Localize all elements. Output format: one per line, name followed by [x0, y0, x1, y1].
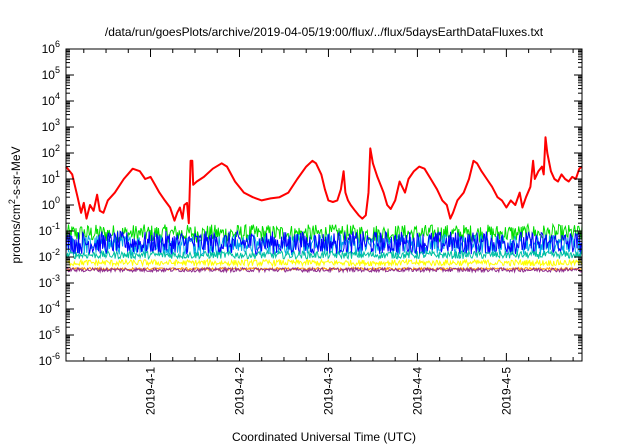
x-tick-label: 2019-4-1	[144, 367, 158, 415]
y-tick-exponent: 3	[55, 117, 60, 127]
y-tick-base: 10	[42, 172, 56, 186]
data-series-layer	[65, 136, 583, 274]
y-tick-label-group: 10-3	[39, 273, 60, 290]
y-tick-base: 10	[42, 120, 56, 134]
y-tick-base: 10	[42, 94, 56, 108]
y-tick-label-group: 10-5	[39, 325, 60, 342]
y-tick-base: 10	[39, 302, 53, 316]
y-tick-label: 101	[42, 169, 60, 186]
y-tick-exponent: -2	[52, 247, 60, 257]
y-tick-label: 106	[42, 39, 60, 56]
y-tick-label: 105	[42, 65, 60, 82]
y-tick-label-group: 102	[42, 143, 60, 160]
y-tick-exponent: 0	[55, 195, 60, 205]
y-axis-label-sup: 2	[7, 199, 17, 204]
y-tick-label-group: 106	[42, 39, 60, 56]
y-tick-exponent: 1	[55, 169, 60, 179]
y-axis-label-rest: -s-sr-MeV	[9, 146, 23, 199]
y-tick-label-group: 104	[42, 91, 60, 108]
y-tick-label: 102	[42, 143, 60, 160]
y-tick-exponent: -4	[52, 299, 60, 309]
y-tick-base: 10	[39, 354, 53, 368]
y-tick-label-group: 10-6	[39, 351, 60, 368]
y-tick-label: 103	[42, 117, 60, 134]
y-tick-exponent: -3	[52, 273, 60, 283]
y-tick-label-group: 105	[42, 65, 60, 82]
y-tick-label-group: 101	[42, 169, 60, 186]
y-tick-base: 10	[39, 328, 53, 342]
y-tick-base: 10	[39, 250, 53, 264]
y-tick-exponent: 4	[55, 91, 60, 101]
y-tick-label-group: 100	[42, 195, 60, 212]
data-series-3	[65, 229, 583, 256]
x-tick-label: 2019-4-4	[410, 367, 424, 415]
y-tick-label: 10-6	[39, 351, 60, 368]
y-tick-base: 10	[42, 42, 56, 56]
y-tick-label: 100	[42, 195, 60, 212]
y-tick-exponent: -1	[52, 221, 60, 231]
y-tick-exponent: 2	[55, 143, 60, 153]
x-tick-label: 2019-4-5	[499, 367, 513, 415]
x-tick-label: 2019-4-3	[321, 367, 335, 415]
data-series-4	[65, 249, 583, 261]
y-tick-label: 10-5	[39, 325, 60, 342]
y-tick-exponent: -5	[52, 325, 60, 335]
y-tick-base: 10	[39, 276, 53, 290]
data-series-6	[65, 266, 583, 272]
x-axis-ticks: 2019-4-1 2019-4-2 2019-4-3 2019-4-4 2019-4-5	[83, 49, 574, 415]
y-tick-label: 104	[42, 91, 60, 108]
y-tick-label: 10-4	[39, 299, 60, 316]
y-tick-label: 10-1	[39, 221, 60, 238]
data-series-8	[65, 136, 583, 225]
data-series-5	[65, 257, 583, 268]
chart-title: /data/run/goesPlots/archive/2019-04-05/1…	[105, 25, 544, 39]
y-tick-exponent: 5	[55, 65, 60, 75]
x-axis-label: Coordinated Universal Time (UTC)	[232, 430, 416, 444]
y-tick-label-group: 10-4	[39, 299, 60, 316]
data-series-7	[65, 266, 583, 274]
y-tick-label-group: 10-2	[39, 247, 60, 264]
y-tick-base: 10	[39, 224, 53, 238]
y-tick-exponent: 6	[55, 39, 60, 49]
y-tick-label-group: 103	[42, 117, 60, 134]
y-tick-label-group: 10-1	[39, 221, 60, 238]
y-tick-base: 10	[42, 146, 56, 160]
x-tick-label: 2019-4-2	[232, 367, 246, 415]
y-tick-base: 10	[42, 198, 56, 212]
y-tick-exponent: -6	[52, 351, 60, 361]
y-axis-label-base: protons/cm	[9, 204, 23, 263]
y-axis-ticks: 10-610-510-410-310-210-11001011021031041…	[39, 39, 582, 368]
y-tick-label: 10-3	[39, 273, 60, 290]
y-tick-label: 10-2	[39, 247, 60, 264]
y-axis-label: protons/cm2-s-sr-MeV	[7, 146, 23, 263]
y-tick-base: 10	[42, 68, 56, 82]
